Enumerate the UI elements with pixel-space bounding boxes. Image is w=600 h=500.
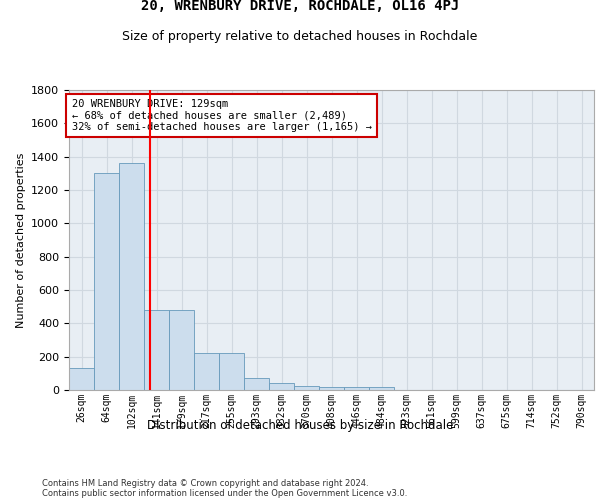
Y-axis label: Number of detached properties: Number of detached properties [16, 152, 26, 328]
Bar [94, 174, 119, 390]
Bar [69, 368, 94, 390]
Bar [319, 386, 344, 390]
Bar [194, 354, 219, 390]
Text: Contains HM Land Registry data © Crown copyright and database right 2024.: Contains HM Land Registry data © Crown c… [42, 478, 368, 488]
Bar [169, 310, 194, 390]
Text: Contains public sector information licensed under the Open Government Licence v3: Contains public sector information licen… [42, 488, 407, 498]
Text: 20, WRENBURY DRIVE, ROCHDALE, OL16 4PJ: 20, WRENBURY DRIVE, ROCHDALE, OL16 4PJ [141, 0, 459, 12]
Text: Distribution of detached houses by size in Rochdale: Distribution of detached houses by size … [147, 420, 453, 432]
Text: 20 WRENBURY DRIVE: 129sqm
← 68% of detached houses are smaller (2,489)
32% of se: 20 WRENBURY DRIVE: 129sqm ← 68% of detac… [71, 99, 371, 132]
Bar [344, 386, 369, 390]
Bar [369, 386, 394, 390]
Bar [144, 310, 169, 390]
Bar [294, 386, 319, 390]
Bar [219, 354, 244, 390]
Bar [119, 164, 144, 390]
Bar [269, 384, 294, 390]
Bar [244, 378, 269, 390]
Text: Size of property relative to detached houses in Rochdale: Size of property relative to detached ho… [122, 30, 478, 43]
